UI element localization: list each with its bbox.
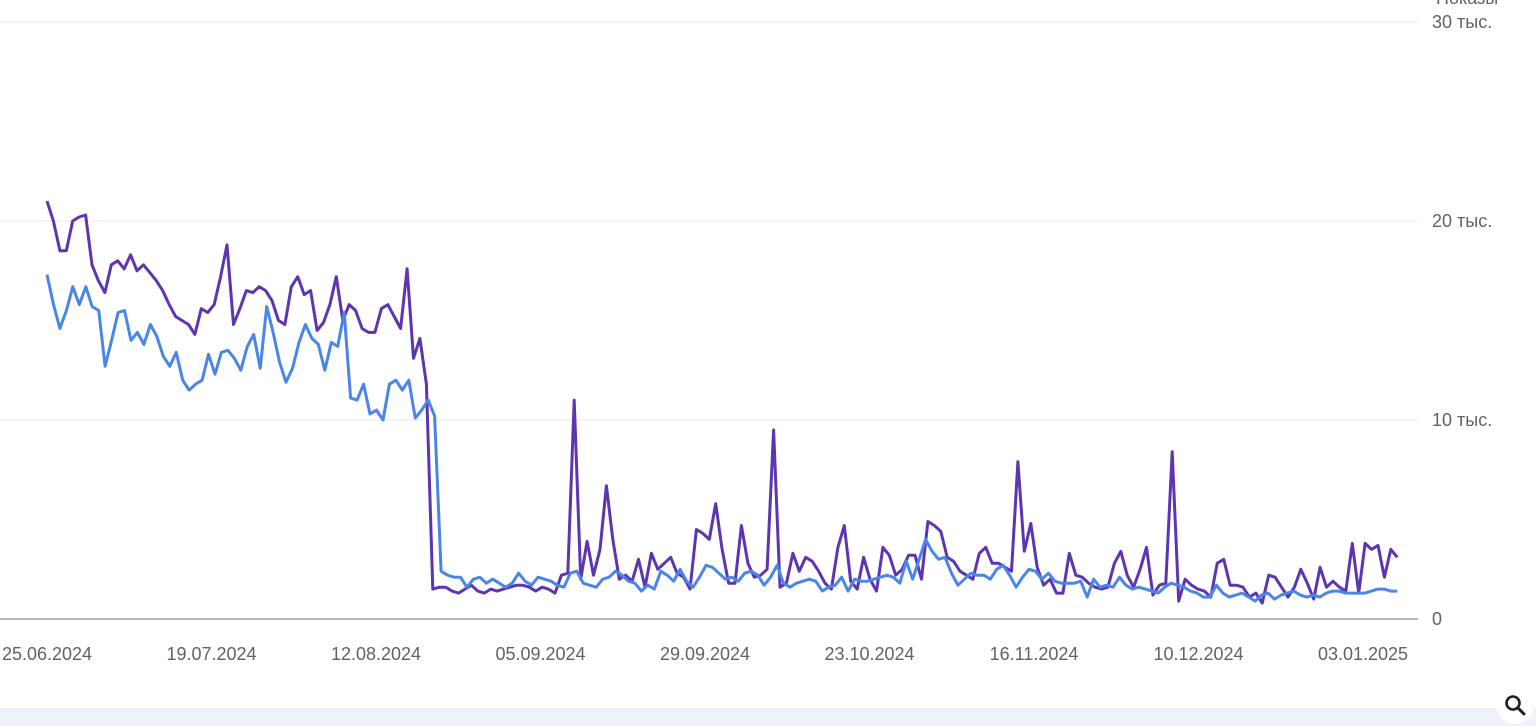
y-tick-label: 20 тыс. [1432,211,1492,231]
x-tick-label: 23.10.2024 [824,644,914,664]
x-axis-tick-labels: 25.06.2024 19.07.2024 12.08.2024 05.09.2024… [2,644,1408,664]
series-line-2 [45,274,1398,603]
bottom-bar [0,708,1536,726]
x-tick-label: 29.09.2024 [660,644,750,664]
y-tick-label: 0 [1432,609,1442,629]
series-line-1 [45,200,1399,605]
zoom-button[interactable] [1496,686,1534,724]
x-tick-label: 03.01.2025 [1318,644,1408,664]
x-tick-label: 16.11.2024 [990,644,1079,664]
x-tick-label: 25.06.2024 [2,644,92,664]
x-tick-label: 10.12.2024 [1153,644,1243,664]
series-lines [45,200,1399,605]
grid-lines [0,21,1418,620]
x-tick-label: 19.07.2024 [166,644,256,664]
x-tick-label: 12.08.2024 [331,644,421,664]
y-axis-title: Показы [1436,0,1498,8]
y-tick-label: 10 тыс. [1432,410,1492,430]
y-axis-tick-labels: 0 10 тыс. 20 тыс. 30 тыс. [1432,12,1492,629]
x-tick-label: 05.09.2024 [495,644,585,664]
y-tick-label: 30 тыс. [1432,12,1492,32]
magnifier-icon [1505,695,1526,716]
